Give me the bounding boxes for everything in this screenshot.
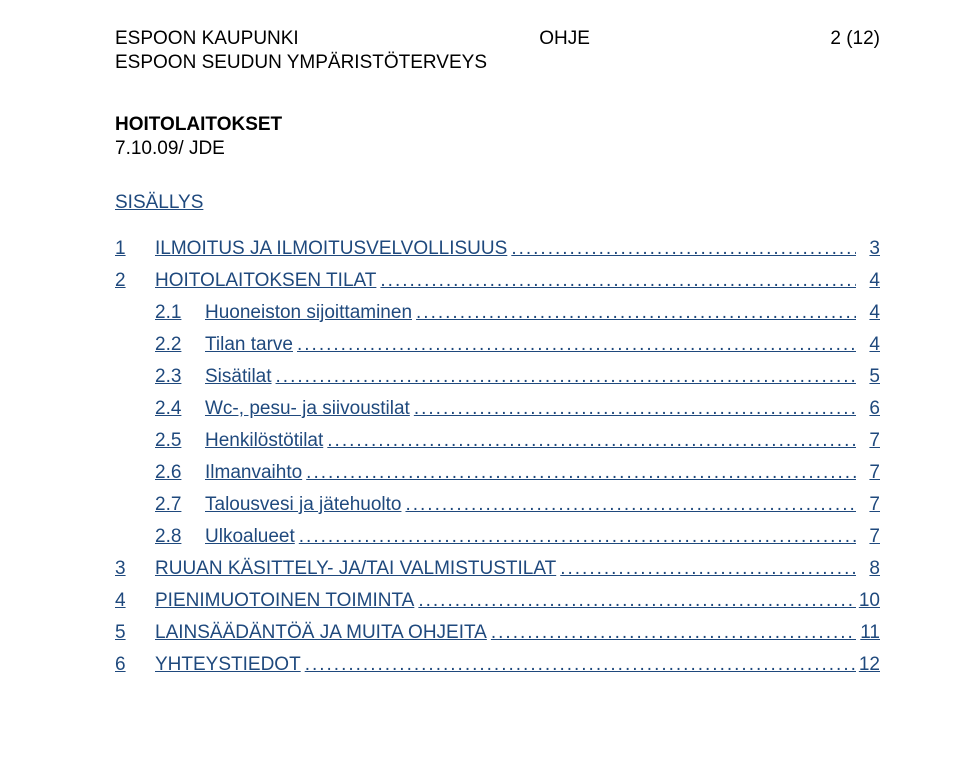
contents-heading[interactable]: SISÄLLYS xyxy=(115,192,880,214)
toc-entry[interactable]: 2.7Talousvesi ja jätehuolto 7 xyxy=(115,494,880,516)
toc-entry-label: Sisätilat xyxy=(205,366,272,388)
toc-entry[interactable]: 2HOITOLAITOKSEN TILAT 4 xyxy=(115,270,880,292)
toc-entry-page: 4 xyxy=(856,302,880,324)
toc-leader-dots xyxy=(401,494,856,516)
toc-entry[interactable]: 2.8Ulkoalueet 7 xyxy=(115,526,880,548)
toc-entry-label: ILMOITUS JA ILMOITUSVELVOLLISUUS xyxy=(155,238,507,260)
header-row: ESPOON KAUPUNKI OHJE 2 (12) xyxy=(115,28,880,50)
toc-entry[interactable]: 2.4Wc-, pesu- ja siivoustilat 6 xyxy=(115,398,880,420)
toc-entry-label: Henkilöstötilat xyxy=(205,430,323,452)
header-page-number: 2 (12) xyxy=(830,28,880,50)
toc-leader-dots xyxy=(556,558,856,580)
toc-entry-label: YHTEYSTIEDOT xyxy=(155,654,301,676)
header-department: ESPOON SEUDUN YMPÄRISTÖTERVEYS xyxy=(115,52,880,74)
toc-leader-dots xyxy=(376,270,856,292)
toc-entry-number: 2.3 xyxy=(155,366,205,388)
toc-entry-number: 6 xyxy=(115,654,155,676)
toc-leader-dots xyxy=(301,654,856,676)
toc-entry-number: 3 xyxy=(115,558,155,580)
toc-entry-number: 2.2 xyxy=(155,334,205,356)
toc-entry[interactable]: 6YHTEYSTIEDOT 12 xyxy=(115,654,880,676)
toc-entry[interactable]: 2.1Huoneiston sijoittaminen 4 xyxy=(115,302,880,324)
toc-entry-label: Talousvesi ja jätehuolto xyxy=(205,494,401,516)
toc-entry-number: 2.7 xyxy=(155,494,205,516)
toc-entry-number: 2.5 xyxy=(155,430,205,452)
toc-entry-page: 10 xyxy=(856,590,880,612)
toc-entry-number: 2.6 xyxy=(155,462,205,484)
toc-leader-dots xyxy=(323,430,856,452)
toc-entry-label: Tilan tarve xyxy=(205,334,293,356)
toc-entry[interactable]: 2.6Ilmanvaihto 7 xyxy=(115,462,880,484)
toc-entry-label: Wc-, pesu- ja siivoustilat xyxy=(205,398,410,420)
toc-entry-number: 4 xyxy=(115,590,155,612)
toc-entry-number: 2 xyxy=(115,270,155,292)
toc-entry-label: LAINSÄÄDÄNTÖÄ JA MUITA OHJEITA xyxy=(155,622,487,644)
document-title: HOITOLAITOKSET xyxy=(115,114,880,136)
toc-entry[interactable]: 4PIENIMUOTOINEN TOIMINTA 10 xyxy=(115,590,880,612)
toc-entry-page: 4 xyxy=(856,334,880,356)
toc-entry-number: 5 xyxy=(115,622,155,644)
toc-entry[interactable]: 3RUUAN KÄSITTELY- JA/TAI VALMISTUSTILAT 8 xyxy=(115,558,880,580)
toc-entry-page: 7 xyxy=(856,494,880,516)
toc-entry-page: 7 xyxy=(856,462,880,484)
toc-leader-dots xyxy=(293,334,856,356)
toc-leader-dots xyxy=(412,302,856,324)
toc-leader-dots xyxy=(487,622,856,644)
toc-entry-page: 4 xyxy=(856,270,880,292)
toc-leader-dots xyxy=(507,238,856,260)
toc-entry-number: 2.1 xyxy=(155,302,205,324)
table-of-contents: 1ILMOITUS JA ILMOITUSVELVOLLISUUS 3 2HOITO… xyxy=(115,238,880,676)
toc-entry-page: 3 xyxy=(856,238,880,260)
toc-entry-label: Ulkoalueet xyxy=(205,526,295,548)
toc-entry[interactable]: 2.2Tilan tarve 4 xyxy=(115,334,880,356)
toc-leader-dots xyxy=(295,526,856,548)
toc-entry-page: 12 xyxy=(856,654,880,676)
toc-entry-page: 7 xyxy=(856,526,880,548)
toc-entry-label: PIENIMUOTOINEN TOIMINTA xyxy=(155,590,414,612)
toc-entry-page: 5 xyxy=(856,366,880,388)
toc-entry[interactable]: 2.3Sisätilat 5 xyxy=(115,366,880,388)
header-org: ESPOON KAUPUNKI xyxy=(115,28,299,50)
toc-entry-label: HOITOLAITOKSEN TILAT xyxy=(155,270,376,292)
toc-entry-page: 6 xyxy=(856,398,880,420)
toc-entry[interactable]: 5LAINSÄÄDÄNTÖÄ JA MUITA OHJEITA 11 xyxy=(115,622,880,644)
toc-entry[interactable]: 1ILMOITUS JA ILMOITUSVELVOLLISUUS 3 xyxy=(115,238,880,260)
toc-entry-label: Huoneiston sijoittaminen xyxy=(205,302,412,324)
toc-entry-page: 7 xyxy=(856,430,880,452)
toc-entry-page: 11 xyxy=(856,622,880,644)
toc-entry-number: 1 xyxy=(115,238,155,260)
toc-entry-number: 2.4 xyxy=(155,398,205,420)
toc-leader-dots xyxy=(410,398,856,420)
toc-entry-label: Ilmanvaihto xyxy=(205,462,302,484)
toc-entry-number: 2.8 xyxy=(155,526,205,548)
document-page: ESPOON KAUPUNKI OHJE 2 (12) ESPOON SEUDU… xyxy=(0,0,960,714)
toc-entry[interactable]: 2.5Henkilöstötilat 7 xyxy=(115,430,880,452)
toc-entry-label: RUUAN KÄSITTELY- JA/TAI VALMISTUSTILAT xyxy=(155,558,556,580)
toc-leader-dots xyxy=(272,366,856,388)
toc-leader-dots xyxy=(414,590,856,612)
document-reference: 7.10.09/ JDE xyxy=(115,138,880,160)
toc-entry-page: 8 xyxy=(856,558,880,580)
header-doc-type: OHJE xyxy=(539,28,590,50)
toc-leader-dots xyxy=(302,462,856,484)
